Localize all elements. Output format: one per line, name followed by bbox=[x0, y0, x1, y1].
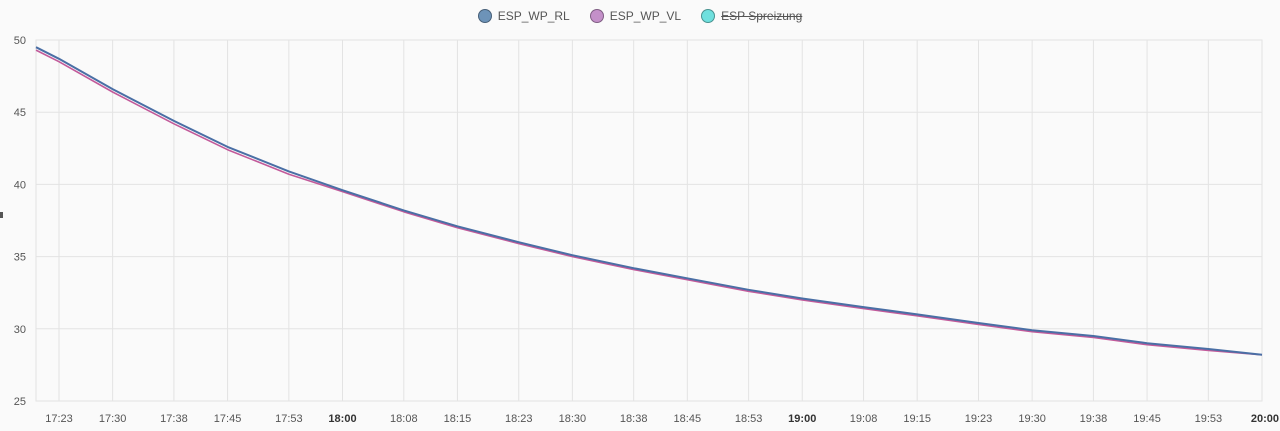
y-axis-ticks: 25 30 35 40 45 50 bbox=[14, 35, 26, 408]
grid-lines bbox=[35, 39, 1263, 402]
x-tick-label: 18:45 bbox=[674, 413, 702, 425]
legend-swatch bbox=[477, 9, 492, 23]
x-tick-label: 18:53 bbox=[735, 413, 763, 425]
legend-item-esp-spreizung[interactable]: ESP Spreizung bbox=[701, 6, 802, 26]
edge-marker bbox=[0, 212, 3, 218]
x-tick-label: 19:53 bbox=[1195, 413, 1223, 425]
y-tick-label: 25 bbox=[14, 396, 26, 408]
x-tick-label: 17:53 bbox=[275, 413, 303, 425]
x-tick-label: 18:23 bbox=[505, 413, 533, 425]
x-tick-label: 19:15 bbox=[903, 413, 931, 425]
x-tick-label: 17:23 bbox=[45, 413, 73, 425]
x-tick-label: 18:30 bbox=[559, 413, 587, 425]
x-tick-label: 19:30 bbox=[1018, 413, 1046, 425]
legend-swatch bbox=[701, 9, 716, 23]
legend-label: ESP_WP_RL bbox=[497, 9, 570, 23]
y-tick-label: 50 bbox=[14, 35, 26, 47]
y-tick-label: 40 bbox=[14, 179, 26, 191]
y-tick-label: 45 bbox=[14, 107, 26, 119]
legend-item-esp-wp-vl[interactable]: ESP_WP_VL bbox=[589, 6, 682, 26]
x-tick-label: 19:23 bbox=[965, 413, 993, 425]
legend-label: ESP_WP_VL bbox=[609, 9, 682, 23]
x-tick-label: 18:38 bbox=[620, 413, 648, 425]
series-lines bbox=[35, 46, 1263, 356]
series-line-esp-wp-rl[interactable] bbox=[35, 46, 1263, 356]
x-tick-label: 18:08 bbox=[390, 413, 418, 425]
x-tick-label: 19:08 bbox=[850, 413, 878, 425]
x-tick-label: 18:15 bbox=[444, 413, 472, 425]
x-tick-label: 19:38 bbox=[1080, 413, 1108, 425]
plot-frame bbox=[35, 39, 1263, 402]
chart-legend: ESP_WP_RL ESP_WP_VL ESP Spreizung bbox=[0, 6, 1280, 26]
x-tick-label: 20:00 bbox=[1251, 413, 1279, 425]
legend-item-esp-wp-rl[interactable]: ESP_WP_RL bbox=[477, 6, 570, 26]
y-tick-label: 30 bbox=[14, 324, 26, 336]
x-tick-label: 19:00 bbox=[788, 413, 816, 425]
y-tick-label: 35 bbox=[14, 252, 26, 264]
x-tick-label: 17:38 bbox=[160, 413, 188, 425]
x-tick-label: 18:00 bbox=[328, 413, 356, 425]
x-tick-label: 17:45 bbox=[214, 413, 242, 425]
legend-swatch bbox=[589, 9, 604, 23]
x-tick-label: 17:30 bbox=[99, 413, 127, 425]
legend-label: ESP Spreizung bbox=[721, 9, 803, 23]
series-line-esp-wp-vl[interactable] bbox=[35, 49, 1263, 356]
x-tick-label: 19:45 bbox=[1133, 413, 1161, 425]
x-axis-ticks: 17:23 17:30 17:38 17:45 17:53 18:00 18:08 18:15… bbox=[45, 413, 1279, 425]
